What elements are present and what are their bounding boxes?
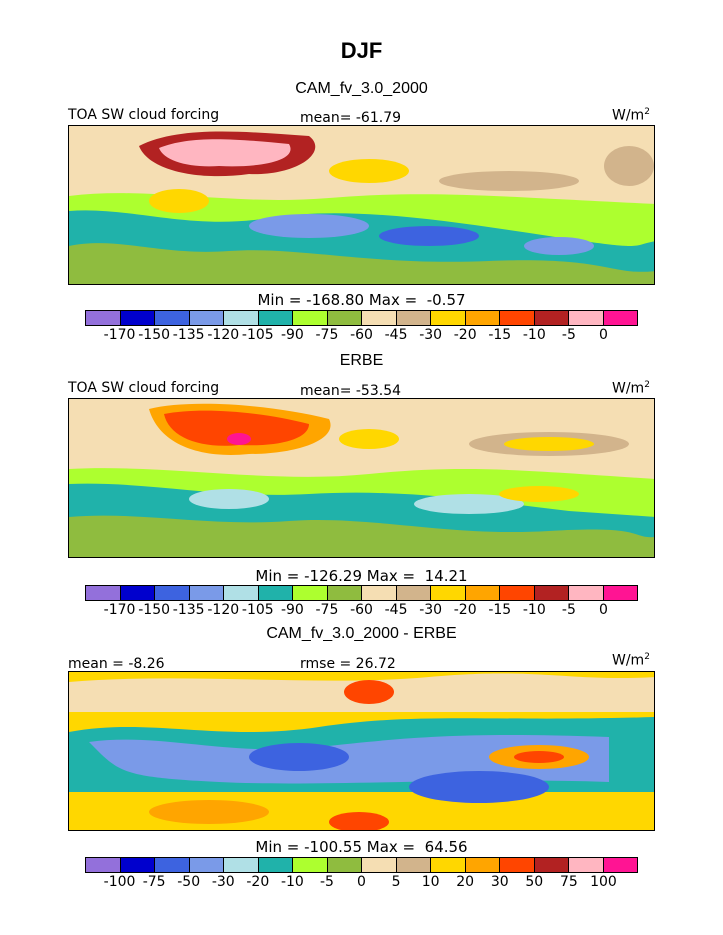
panel-obs-variable-label: TOA SW cloud forcing — [68, 380, 220, 396]
panel-obs-units: W/m2 — [612, 380, 650, 397]
tick-label: -10 — [280, 874, 304, 890]
tick-label: -90 — [280, 602, 304, 618]
tick-label: -105 — [241, 327, 274, 343]
panel-model-variable-label: TOA SW cloud forcing — [68, 107, 220, 123]
panel-obs-mean-label: mean= -53.54 — [300, 383, 402, 399]
panel-model-units: W/m2 — [612, 107, 650, 124]
tick-label: -10 — [522, 602, 546, 618]
tick-label: 50 — [525, 874, 544, 890]
tick-label: 10 — [421, 874, 440, 890]
panel-model-map — [68, 125, 655, 285]
tick-label: -10 — [522, 327, 546, 343]
tick-label: -5 — [561, 602, 576, 618]
tick-label: -5 — [319, 874, 334, 890]
panel-obs-colorbar — [85, 585, 638, 601]
tick-label: -30 — [211, 874, 235, 890]
tick-label: 0 — [598, 602, 608, 618]
tick-label: -30 — [419, 327, 443, 343]
tick-label: -170 — [103, 327, 136, 343]
tick-label: -150 — [138, 327, 171, 343]
tick-label: -135 — [172, 327, 205, 343]
tick-label: -135 — [172, 602, 205, 618]
tick-label: 0 — [598, 327, 608, 343]
panel-diff-colorbar-ticks: -100 -75 -50 -30 -20 -10 -5 0 5 10 20 30… — [85, 874, 638, 892]
tick-label: -150 — [138, 602, 171, 618]
panel-obs-subtitle: ERBE — [339, 352, 384, 369]
tick-label: -20 — [246, 874, 270, 890]
panel-diff-units: W/m2 — [612, 652, 650, 669]
tick-label: -20 — [453, 602, 477, 618]
tick-label: -15 — [488, 602, 512, 618]
panel-model-colorbar — [85, 310, 638, 326]
tick-label: 0 — [357, 874, 366, 890]
tick-label: -105 — [241, 602, 274, 618]
tick-label: 30 — [490, 874, 509, 890]
tick-label: -50 — [177, 874, 201, 890]
panel-diff-map — [68, 671, 655, 831]
panel-model-colorbar-ticks: -170 -150 -135 -120 -105 -90 -75 -60 -45… — [85, 327, 638, 345]
panel-diff-minmax: Min = -100.55 Max = 64.56 — [255, 838, 468, 856]
panel-diff-subtitle: CAM_fv_3.0_2000 - ERBE — [266, 625, 457, 642]
tick-label: -75 — [142, 874, 166, 890]
page-title: DJF — [340, 38, 383, 63]
panel-diff-mean-label: mean = -8.26 — [68, 656, 165, 672]
tick-label: -170 — [103, 602, 136, 618]
tick-label: -75 — [315, 327, 339, 343]
tick-label: -45 — [384, 602, 408, 618]
tick-label: -120 — [207, 327, 240, 343]
tick-label: -20 — [453, 327, 477, 343]
panel-diff-colorbar — [85, 857, 638, 873]
tick-label: -30 — [419, 602, 443, 618]
tick-label: -5 — [561, 327, 576, 343]
panel-model-minmax: Min = -168.80 Max = -0.57 — [257, 291, 466, 309]
panel-obs-colorbar-ticks: -170 -150 -135 -120 -105 -90 -75 -60 -45… — [85, 602, 638, 620]
tick-label: -100 — [103, 874, 136, 890]
tick-label: 75 — [559, 874, 578, 890]
tick-label: -15 — [488, 327, 512, 343]
tick-label: 5 — [391, 874, 401, 890]
tick-label: -90 — [280, 327, 304, 343]
panel-model-subtitle: CAM_fv_3.0_2000 — [295, 80, 428, 97]
panel-diff-rmse-label: rmse = 26.72 — [300, 656, 396, 672]
tick-label: -75 — [315, 602, 339, 618]
panel-obs-map — [68, 398, 655, 558]
tick-label: 100 — [590, 874, 617, 890]
panel-model-mean-label: mean= -61.79 — [300, 110, 402, 126]
tick-label: 20 — [456, 874, 475, 890]
tick-label: -45 — [384, 327, 408, 343]
panel-obs-minmax: Min = -126.29 Max = 14.21 — [255, 567, 468, 585]
tick-label: -60 — [350, 327, 373, 343]
tick-label: -120 — [207, 602, 240, 618]
tick-label: -60 — [350, 602, 373, 618]
